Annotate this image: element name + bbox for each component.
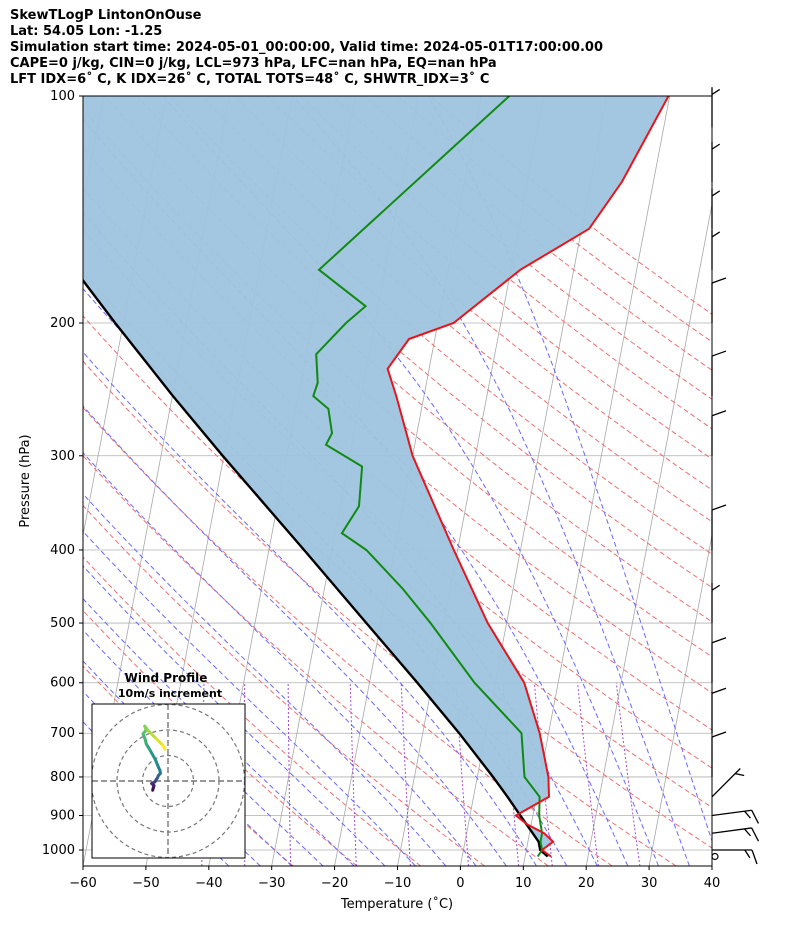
wind-barb bbox=[711, 731, 727, 777]
y-tick-label: 700 bbox=[50, 726, 75, 741]
x-tick-label: 0 bbox=[456, 876, 464, 891]
dewpoint-profile-line bbox=[312, 96, 544, 858]
chart-header: SkewTLogP LintonOnOuse Lat: 54.05 Lon: -… bbox=[10, 8, 603, 88]
wind-barb bbox=[711, 350, 727, 397]
y-tick-label: 900 bbox=[50, 809, 75, 824]
y-tick-label: 600 bbox=[50, 676, 75, 691]
hodograph-segment bbox=[155, 737, 165, 747]
dry-adiabat bbox=[83, 315, 712, 849]
y-tick-label: 300 bbox=[50, 449, 75, 464]
plot-area bbox=[83, 96, 712, 866]
y-tick-label: 100 bbox=[50, 89, 75, 104]
mixing-ratio-line bbox=[349, 682, 357, 866]
x-tick-label: 30 bbox=[641, 876, 658, 891]
wind-barb bbox=[711, 637, 727, 683]
wind-barb bbox=[711, 410, 727, 456]
isotherm-line bbox=[585, 202, 712, 866]
moist-adiabat bbox=[83, 493, 447, 866]
wind-barb bbox=[711, 277, 727, 323]
parcel-profile-line bbox=[83, 278, 549, 858]
y-tick-label: 400 bbox=[50, 543, 75, 558]
wind-barb bbox=[711, 583, 721, 624]
temperature-profile-line bbox=[386, 96, 670, 858]
y-tick-label: 200 bbox=[50, 316, 75, 331]
dry-adiabat bbox=[83, 556, 422, 866]
isotherm-line bbox=[522, 96, 671, 866]
y-axis-label: Pressure (hPa) bbox=[18, 434, 33, 527]
wind-barb bbox=[711, 809, 760, 824]
mixing-ratio-line bbox=[577, 682, 599, 866]
moist-adiabat bbox=[83, 530, 416, 866]
hodograph-inset: Wind Profile 10m/s increment bbox=[91, 671, 246, 859]
hodograph-segment bbox=[161, 743, 167, 751]
x-tick-label: −40 bbox=[195, 876, 222, 891]
wind-barb bbox=[711, 141, 721, 182]
isotherm-line bbox=[711, 863, 712, 866]
y-tick-label: 1000 bbox=[42, 843, 75, 858]
mixing-ratio-line bbox=[287, 682, 292, 866]
times-line: Simulation start time: 2024-05-01_00:00:… bbox=[10, 40, 603, 55]
mixing-ratio-line bbox=[400, 682, 411, 866]
x-tick-label: −60 bbox=[69, 876, 96, 891]
moist-adiabat bbox=[83, 565, 386, 866]
isotherm-line bbox=[648, 533, 712, 866]
x-tick-label: 40 bbox=[704, 876, 721, 891]
stability-indices-line: LFT IDX=6˚ C, K IDX=26˚ C, TOTAL TOTS=48… bbox=[10, 72, 490, 87]
wind-barb bbox=[711, 87, 721, 128]
hodograph-title: Wind Profile bbox=[125, 671, 208, 685]
moist-adiabat bbox=[83, 629, 324, 866]
cape-cin-shading bbox=[83, 96, 669, 857]
moist-adiabat bbox=[83, 405, 507, 866]
wind-barb bbox=[711, 188, 721, 229]
wind-barb bbox=[711, 768, 745, 798]
moist-adiabat bbox=[83, 598, 355, 866]
wind-barb bbox=[711, 229, 721, 270]
mixing-ratio-line bbox=[615, 682, 641, 866]
wind-barb bbox=[711, 504, 727, 550]
hodograph-frame bbox=[91, 703, 246, 859]
wind-barbs bbox=[711, 87, 760, 865]
location-line: Lat: 54.05 Lon: -1.25 bbox=[10, 24, 163, 39]
x-tick-label: 10 bbox=[515, 876, 532, 891]
chart-title: SkewTLogP LintonOnOuse bbox=[10, 8, 202, 23]
parcel-indices-line: CAPE=0 j/kg, CIN=0 j/kg, LCL=973 hPa, LF… bbox=[10, 56, 497, 71]
x-tick-label: −30 bbox=[258, 876, 285, 891]
moist-adiabat bbox=[291, 96, 690, 866]
hodograph-segment bbox=[148, 748, 157, 761]
x-tick-label: −50 bbox=[132, 876, 159, 891]
x-tick-label: 20 bbox=[578, 876, 595, 891]
wind-barb bbox=[712, 849, 758, 865]
y-tick-label: 800 bbox=[50, 770, 75, 785]
y-tick-label: 500 bbox=[50, 616, 75, 631]
x-tick-label: −10 bbox=[384, 876, 411, 891]
wind-barb bbox=[711, 852, 719, 861]
x-axis-label: Temperature (˚C) bbox=[340, 896, 453, 912]
moist-adiabat bbox=[83, 351, 537, 866]
x-tick-label: −20 bbox=[321, 876, 348, 891]
wind-barb bbox=[711, 687, 727, 734]
moist-adiabat bbox=[162, 96, 659, 866]
dry-adiabat bbox=[83, 454, 549, 866]
hodograph-subtitle: 10m/s increment bbox=[118, 687, 222, 700]
wind-barb bbox=[711, 827, 760, 842]
